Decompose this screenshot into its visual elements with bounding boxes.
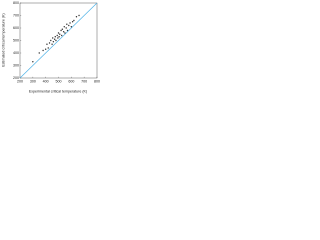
x-tick-label: 300 [30,79,36,83]
scatter-point [47,47,49,49]
scatter-point [57,37,59,39]
x-tick-label: 400 [43,79,49,83]
scatter-point [42,49,44,52]
scatter-point [66,23,68,25]
scatter-point [61,34,63,37]
scatter-point [78,14,80,17]
scatter-point [54,36,56,38]
scatter-point [51,43,53,45]
scatter-point [75,16,78,18]
x-tick-label: 600 [68,79,74,83]
x-tick-label: 700 [81,79,87,83]
scatter-point [61,28,64,30]
y-tick-label: 800 [13,1,19,5]
scatter-point [71,21,74,23]
y-tick-label: 700 [13,13,19,17]
scatter-point [73,19,75,22]
scatter-point [52,41,55,43]
scatter-point [46,43,48,45]
scatter-point [38,52,40,54]
x-tick-label: 200 [17,79,23,83]
y-tick-label: 200 [13,76,19,80]
scatter-point [65,27,67,29]
page: {"chart_data": {"type": "scatter", "x_la… [0,0,320,95]
scatter-point [69,22,71,24]
scatter-point [63,26,65,28]
scatter-point [58,36,60,38]
scatter-point [57,32,60,34]
scatter-point [44,48,47,50]
scatter-point [52,37,54,39]
y-tick-label: 300 [13,63,19,67]
scatter-point [60,29,62,32]
scatter-point [53,38,56,40]
scatter-point [55,39,57,42]
y-tick-label: 600 [13,26,19,30]
scatter-point [64,32,66,34]
chart: Experimental critical temperature (K) Es… [1,1,100,94]
y-tick-label: 400 [13,51,19,55]
identity-line [19,2,98,79]
scatter-point [62,31,65,33]
scatter-point [32,61,34,63]
scatter-point [50,39,52,42]
scatter-point [48,42,51,44]
scatter-point [70,26,73,28]
x-tick-label: 500 [56,79,62,83]
y-axis-label: Estimated critical temperature (K) [1,13,5,66]
scatter-point [68,24,70,27]
scatter-point [56,34,58,37]
scatter-point [59,33,61,35]
scatter-point [66,29,69,32]
x-axis-label: Experimental critical temperature (K) [29,89,87,93]
x-tick-label: 800 [94,79,100,83]
y-tick-label: 500 [13,38,19,42]
